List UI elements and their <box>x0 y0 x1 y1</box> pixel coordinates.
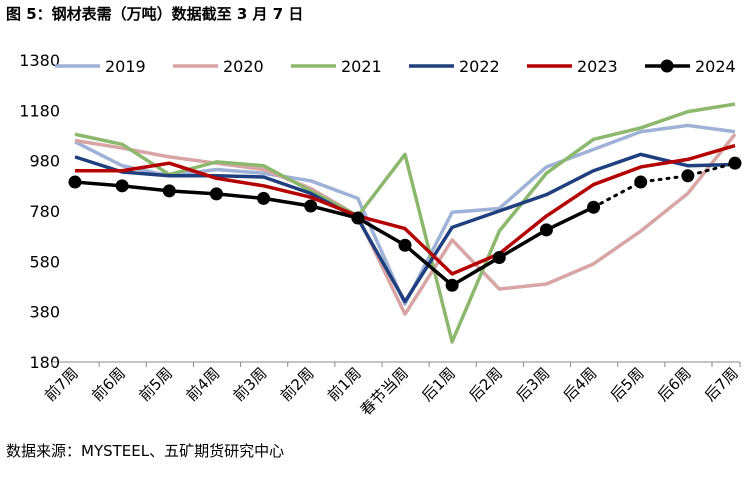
data-point <box>304 199 318 213</box>
chart-legend: 2019 2020 2021 2022 2023 2024 <box>55 57 736 76</box>
x-tick-label: 后2周 <box>465 364 506 405</box>
legend-label: 2021 <box>341 57 382 76</box>
legend-item-2020: 2020 <box>173 57 264 76</box>
data-point <box>115 179 129 193</box>
series-2023 <box>75 143 736 276</box>
series-2022 <box>74 152 736 304</box>
y-tick-label: 1180 <box>19 101 60 120</box>
series-2019 <box>74 123 736 306</box>
legend-item-2024: 2024 <box>645 57 736 76</box>
series-line-2020 <box>74 133 737 316</box>
chart-title: 图 5：钢材表需（万吨）数据截至 3 月 7 日 <box>6 5 304 23</box>
x-tick-label: 后7周 <box>701 364 742 405</box>
x-tick-label: 前2周 <box>277 364 318 405</box>
series-line-2024 <box>74 180 595 288</box>
legend-label: 2024 <box>695 57 736 76</box>
y-tick-label: 980 <box>29 152 60 171</box>
x-tick-label: 后6周 <box>654 364 695 405</box>
source-note: 数据来源：MYSTEEL、五矿期货研究中心 <box>6 442 285 460</box>
y-tick-label: 1380 <box>19 51 60 70</box>
y-tick-label: 780 <box>29 202 60 221</box>
y-tick-label: 380 <box>29 303 60 322</box>
x-tick-label: 前4周 <box>183 364 224 405</box>
x-tick-label: 前1周 <box>324 364 365 405</box>
data-point <box>162 184 176 198</box>
legend-item-2021: 2021 <box>291 57 382 76</box>
data-point <box>351 211 365 225</box>
series-2020 <box>74 133 737 316</box>
x-tick-label: 前3周 <box>230 364 271 405</box>
y-tick-label: 580 <box>29 252 60 271</box>
data-point <box>68 175 82 189</box>
series-line-2023 <box>75 143 736 276</box>
data-point <box>634 175 648 189</box>
legend-marker <box>660 59 674 73</box>
data-point <box>681 169 695 183</box>
legend-item-2019: 2019 <box>55 57 146 76</box>
data-point <box>257 191 271 205</box>
legend-item-2022: 2022 <box>409 57 500 76</box>
y-tick-label: 180 <box>29 353 60 372</box>
legend-label: 2023 <box>577 57 618 76</box>
series-line-2022 <box>74 152 736 304</box>
x-tick-label: 后1周 <box>418 364 459 405</box>
x-tick-label: 后3周 <box>513 364 554 405</box>
series-layer <box>68 102 742 344</box>
x-tick-label: 春节当周 <box>357 364 412 419</box>
x-tick-label: 前5周 <box>135 364 176 405</box>
x-tick-label: 前6周 <box>88 364 129 405</box>
legend-label: 2019 <box>105 57 146 76</box>
data-point <box>587 200 601 214</box>
data-point <box>539 223 553 237</box>
legend-label: 2022 <box>459 57 500 76</box>
series-line-projected-2024 <box>592 161 737 209</box>
series-line-2019 <box>74 123 736 306</box>
data-point <box>398 238 412 252</box>
x-tick-label: 后5周 <box>607 364 648 405</box>
data-point <box>728 156 742 170</box>
series-2024 <box>68 156 742 292</box>
legend-item-2023: 2023 <box>527 57 618 76</box>
series-line-2021 <box>74 102 736 344</box>
data-point <box>492 251 506 265</box>
x-tick-label: 后4周 <box>560 364 601 405</box>
legend-label: 2020 <box>223 57 264 76</box>
data-point <box>209 187 223 201</box>
data-point <box>445 278 459 292</box>
series-2021 <box>74 102 736 344</box>
